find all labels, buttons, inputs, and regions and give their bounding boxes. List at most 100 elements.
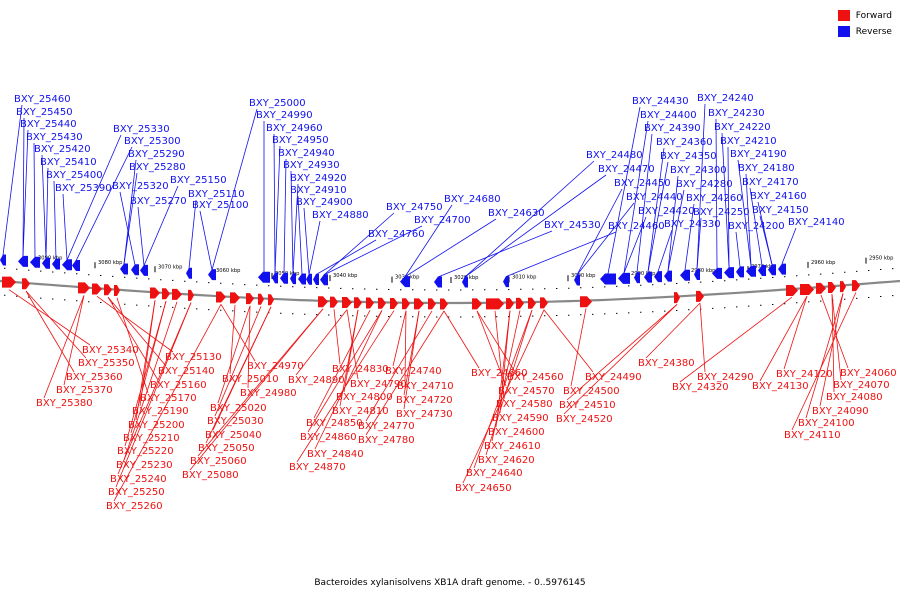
gene-reverse (313, 274, 319, 286)
gene-label: BXY_24420 (638, 206, 695, 217)
gene-reverse (140, 264, 148, 276)
gene-label: BXY_24870 (289, 462, 346, 473)
gene-label: BXY_25290 (128, 149, 185, 160)
gene-label: BXY_25010 (222, 374, 279, 385)
gene-label: BXY_24170 (742, 177, 799, 188)
leader-line (297, 195, 303, 275)
gene-label: BXY_25360 (66, 372, 123, 383)
gene-label: BXY_25030 (207, 416, 264, 427)
gene-label: BXY_24490 (585, 372, 642, 383)
leader-line (315, 239, 377, 275)
leader-line (217, 305, 251, 404)
leader-line (189, 308, 324, 471)
gene-reverse (746, 265, 756, 277)
gene-label: BXY_25210 (123, 433, 180, 444)
gene-label: BXY_24140 (788, 217, 845, 228)
gene-label: BXY_25410 (40, 157, 97, 168)
leader-line (647, 161, 669, 273)
leader-line (22, 129, 29, 257)
leader-line (137, 206, 145, 266)
gene-forward (2, 276, 16, 288)
gene-label: BXY_25270 (130, 196, 187, 207)
gene-forward (816, 282, 826, 294)
gene-label: BXY_24390 (644, 123, 701, 134)
gene-forward (840, 281, 846, 293)
gene-forward (330, 296, 338, 308)
gene-reverse (600, 273, 616, 285)
leader-line (576, 188, 623, 276)
gene-label: BXY_24260 (686, 193, 743, 204)
leader-line (645, 302, 701, 359)
gene-forward (852, 280, 860, 292)
gene-reverse (574, 274, 580, 286)
axis-tick-label: 3090 kbp (38, 256, 63, 262)
gene-label: BXY_25230 (116, 460, 173, 471)
leader-line (313, 309, 371, 419)
gene-reverse (664, 270, 672, 282)
gene-forward (472, 298, 482, 310)
leader-line (123, 172, 138, 265)
leader-line (699, 303, 706, 373)
gene-label: BXY_24810 (332, 406, 389, 417)
gene-reverse (434, 276, 442, 288)
leader-line (123, 301, 178, 461)
gene-label: BXY_24590 (492, 413, 549, 424)
gene-label: BXY_24860 (300, 432, 357, 443)
gene-reverse (634, 272, 640, 284)
leader-line (247, 305, 251, 389)
leader-line (437, 230, 553, 278)
gene-forward (114, 285, 120, 297)
gene-reverse (42, 257, 50, 269)
gene-forward (150, 287, 160, 299)
gene-label: BXY_25060 (190, 456, 247, 467)
gene-label: BXY_24450 (614, 178, 671, 189)
gene-group (0, 254, 860, 310)
leader-line (566, 304, 678, 401)
axis-tick-label: 3000 kbp (571, 273, 596, 279)
leader-line (96, 295, 174, 353)
leader-line (307, 310, 383, 433)
leader-line (491, 310, 521, 442)
leader-line (759, 215, 773, 265)
leader-line (805, 293, 844, 419)
gene-label: BXY_25350 (78, 358, 135, 369)
gene-label: BXY_24530 (544, 220, 601, 231)
gene-reverse (208, 269, 216, 281)
gene-label: BXY_24940 (278, 148, 335, 159)
leader-line (115, 302, 192, 488)
leader-line (543, 309, 594, 373)
gene-reverse (186, 267, 192, 279)
legend-item-forward[interactable]: Forward (837, 8, 892, 23)
gene-label: BXY_24480 (586, 150, 643, 161)
leader-line (464, 174, 607, 278)
leader-line (745, 173, 752, 266)
leader-line (214, 306, 262, 417)
gene-label: BXY_24380 (638, 358, 695, 369)
gene-label: BXY_24850 (306, 418, 363, 429)
gene-label-group: BXY_25460BXY_25450BXY_25440BXY_25430BXY_… (2, 93, 897, 512)
leader-line (783, 295, 808, 370)
legend-item-reverse[interactable]: Reverse (837, 24, 892, 39)
gene-forward (506, 298, 514, 310)
gene-reverse (503, 276, 509, 288)
gene-label: BXY_24280 (676, 179, 733, 190)
leader-line (62, 193, 68, 261)
gene-label: BXY_25380 (36, 398, 93, 409)
gene-label: BXY_24800 (336, 392, 393, 403)
leader-line (759, 295, 808, 382)
gene-label: BXY_24510 (559, 400, 616, 411)
gene-forward (268, 294, 274, 306)
gene-forward (390, 298, 398, 310)
leader-line (295, 309, 348, 376)
gene-forward (354, 297, 362, 309)
gene-label: BXY_25390 (55, 183, 112, 194)
gene-label: BXY_25300 (124, 136, 181, 147)
gene-label: BXY_24130 (752, 381, 809, 392)
leader-line (124, 300, 167, 447)
axis-tick-label: 3080 kbp (98, 260, 123, 266)
gene-label: BXY_25250 (108, 487, 165, 498)
gene-reverse (120, 263, 128, 275)
gene-forward (342, 296, 352, 308)
gene-label: BXY_24300 (670, 165, 727, 176)
leader-line (63, 295, 85, 386)
